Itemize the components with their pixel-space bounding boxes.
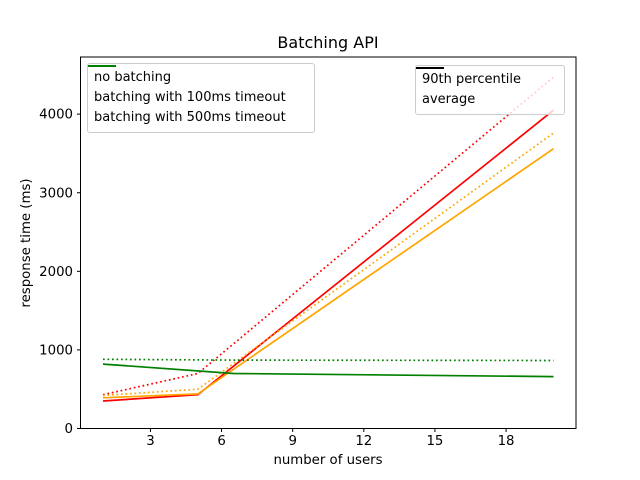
legend-label: batching with 500ms timeout	[94, 110, 286, 125]
x-tick-label: 9	[288, 434, 296, 449]
x-axis-ticks: 3 6 9 12 15 18	[146, 428, 515, 449]
series-legend: no batching batching with 100ms timeout …	[87, 63, 315, 133]
series-line-batching-100ms-90th-percentile	[102, 132, 554, 397]
x-tick-label: 6	[217, 434, 225, 449]
x-tick-label: 3	[146, 434, 154, 449]
x-tick-label: 18	[498, 434, 515, 449]
x-axis-label: number of users	[273, 453, 382, 468]
legend-item-average: average	[416, 67, 558, 110]
legend-item-no-batching: no batching	[88, 65, 308, 88]
series-line-batching-500ms-90th-percentile	[102, 358, 554, 362]
chart-title: Batching API	[277, 33, 378, 52]
legend-line-sample	[88, 65, 116, 67]
series-line-batching-100ms-average	[102, 148, 554, 399]
legend-item-batching-500ms: batching with 500ms timeout	[88, 65, 308, 128]
legend-label: no batching	[94, 70, 172, 85]
x-tick-label: 15	[426, 434, 443, 449]
y-tick-label: 1000	[39, 344, 73, 359]
legend-label: 90th percentile	[422, 72, 522, 87]
line-style-legend: 90th percentile average	[415, 65, 565, 115]
legend-item-90th-percentile: 90th percentile	[416, 67, 558, 90]
axes-frame	[80, 56, 577, 429]
x-tick-label: 12	[355, 434, 372, 449]
series-line-no-batching-average	[102, 109, 555, 402]
legend-solid-line-sample	[416, 67, 444, 69]
y-axis-label: response time (ms)	[19, 178, 34, 307]
y-tick-label: 0	[65, 422, 73, 437]
y-tick-label: 3000	[39, 186, 73, 201]
y-axis-ticks: 0 1000 2000 3000 4000	[39, 108, 81, 437]
legend-label: average	[422, 92, 476, 107]
legend-label: batching with 100ms timeout	[94, 90, 286, 105]
series-line-no-batching-90th-percentile	[102, 76, 555, 396]
y-tick-label: 2000	[39, 265, 73, 280]
legend-item-batching-100ms: batching with 100ms timeout	[88, 65, 308, 108]
series-lines	[102, 76, 555, 402]
y-tick-label: 4000	[39, 108, 73, 123]
series-line-batching-500ms-average	[102, 363, 554, 378]
